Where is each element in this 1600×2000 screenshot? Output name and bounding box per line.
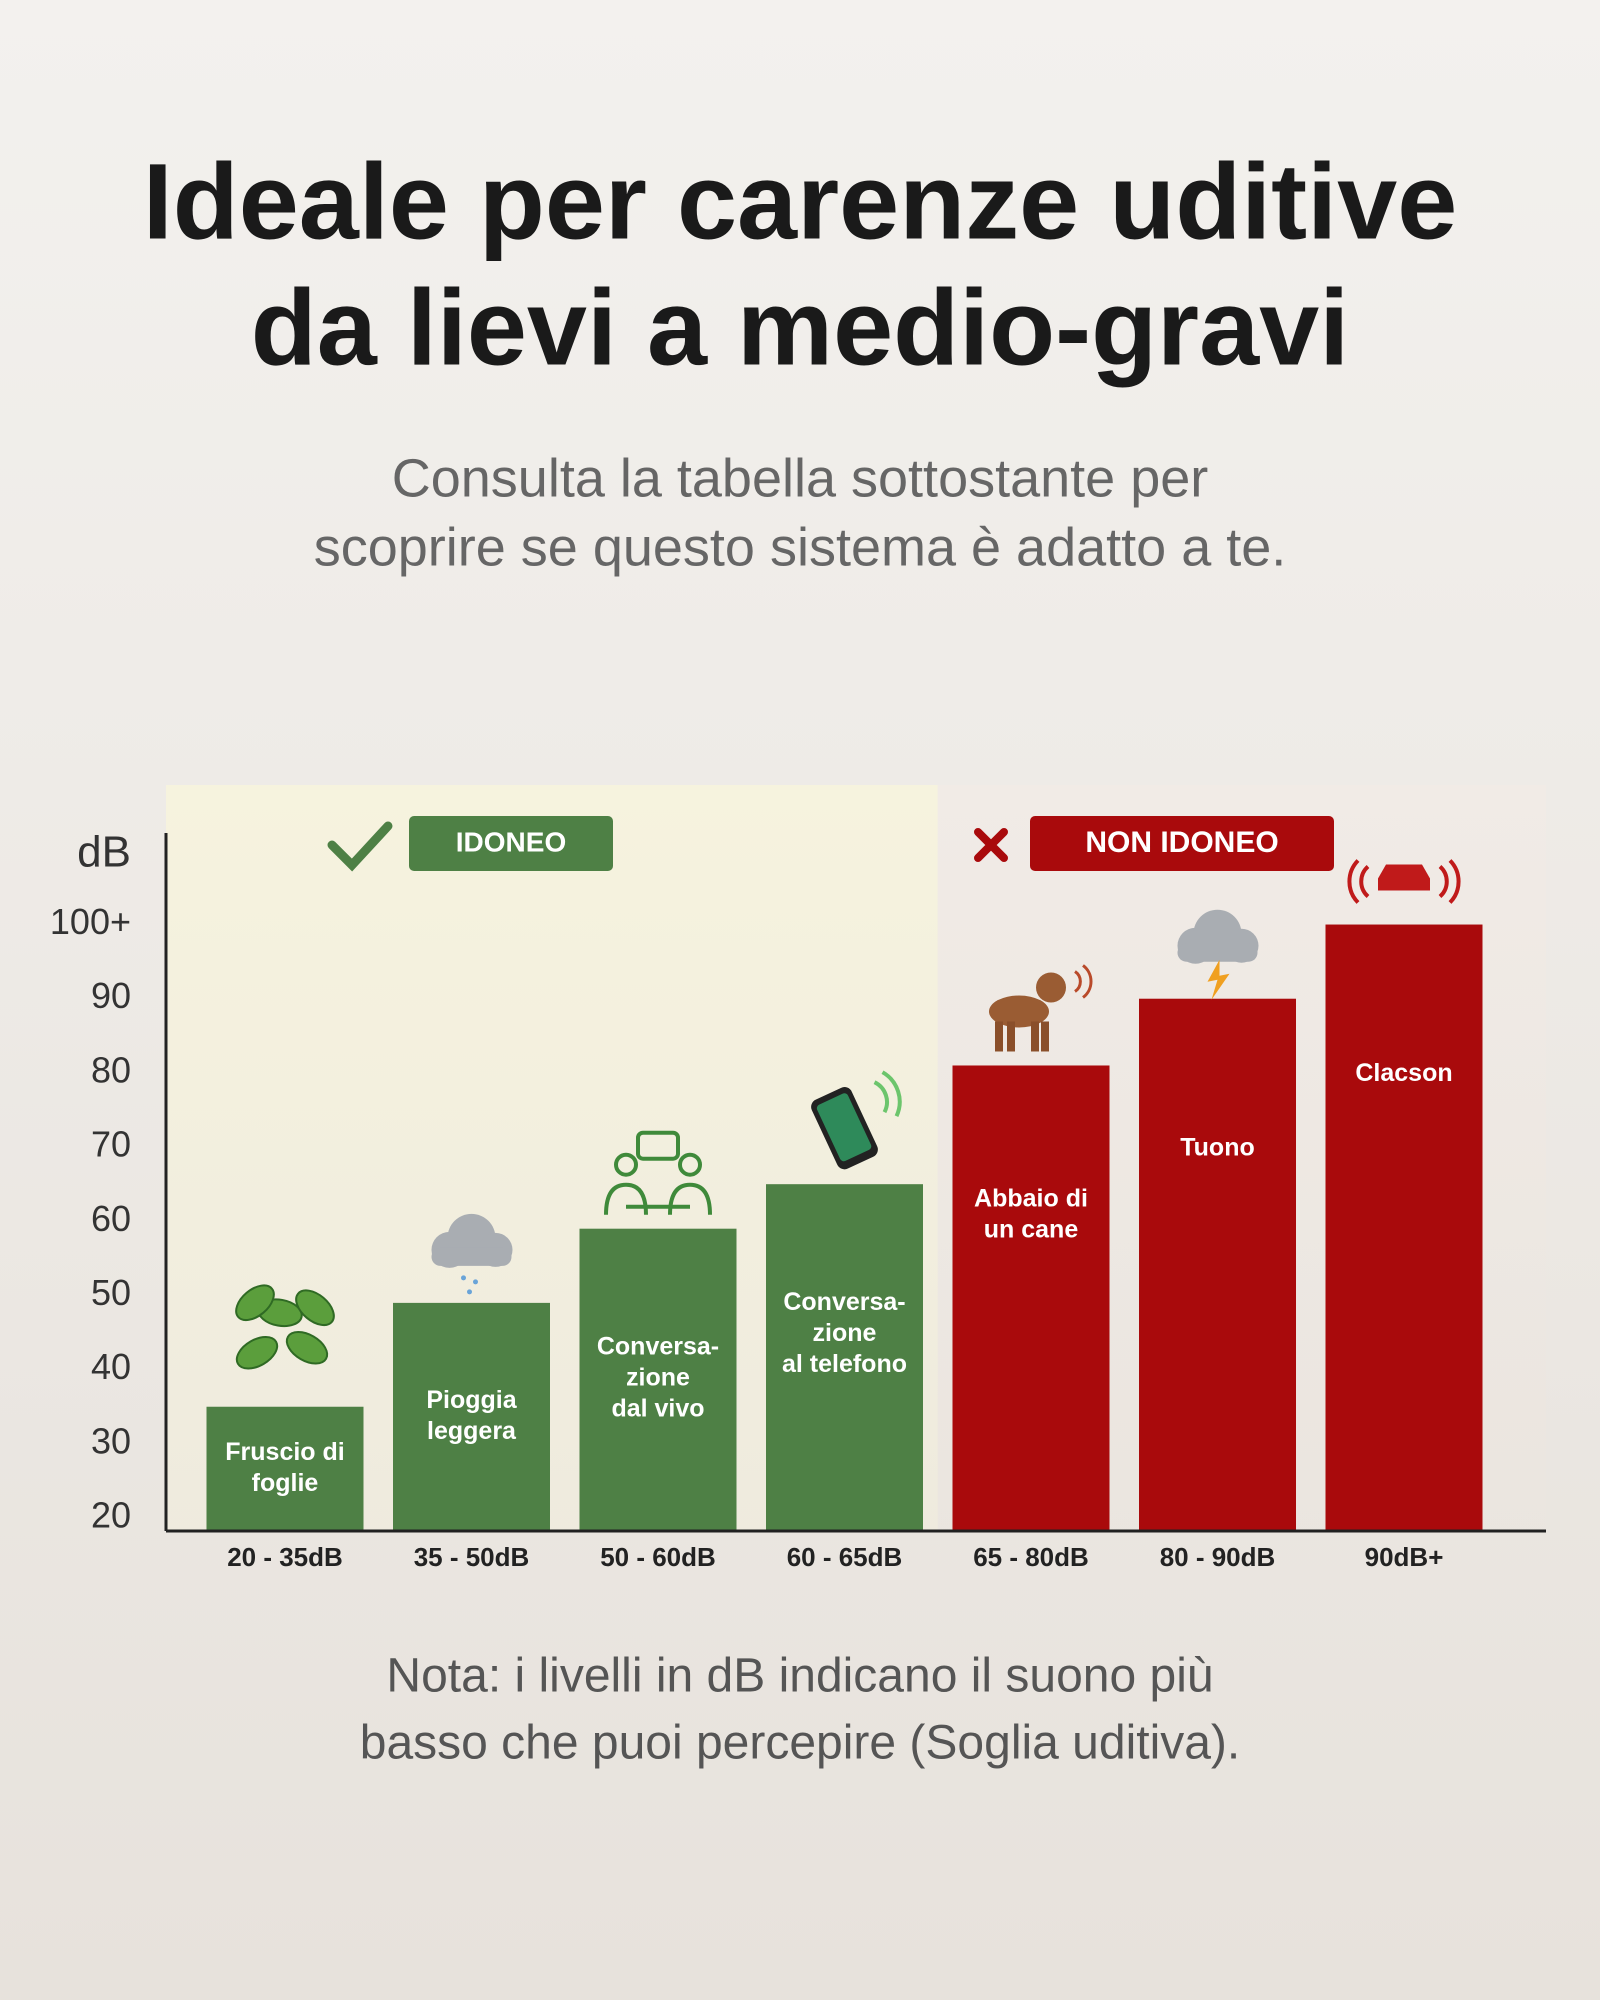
bar-label: Tuono bbox=[1180, 1133, 1255, 1161]
y-tick-label: 80 bbox=[91, 1049, 131, 1090]
note-line: Nota: i livelli in dB indicano il suono … bbox=[386, 1650, 1213, 1703]
bar-icon bbox=[1177, 909, 1259, 1000]
cloud bbox=[431, 1247, 512, 1266]
bar-icon bbox=[235, 1284, 335, 1370]
bar bbox=[1139, 998, 1296, 1531]
person bbox=[604, 1182, 712, 1215]
dog bbox=[1041, 1021, 1049, 1052]
cross-icon bbox=[974, 828, 1008, 862]
bar-label: zione bbox=[813, 1319, 877, 1347]
y-tick-label: 90 bbox=[91, 975, 131, 1016]
x-tick-label: 65 - 80dB bbox=[973, 1542, 1089, 1572]
bar-label: Fruscio di bbox=[225, 1438, 344, 1466]
bar-label: Conversa- bbox=[783, 1288, 905, 1316]
x-tick-label: 35 - 50dB bbox=[414, 1542, 530, 1572]
leaf bbox=[285, 1330, 329, 1365]
zone-label: IDONEO bbox=[456, 826, 566, 857]
person bbox=[678, 1152, 702, 1177]
dog bbox=[995, 1021, 1003, 1052]
subtitle-line: Consulta la tabella sottostante per bbox=[392, 448, 1209, 508]
y-tick-label: 100+ bbox=[50, 901, 131, 942]
signal bbox=[873, 1070, 902, 1118]
raindrop bbox=[473, 1279, 478, 1285]
lightning bbox=[1207, 959, 1230, 1000]
y-tick-label: 40 bbox=[91, 1346, 131, 1387]
y-tick-label: 50 bbox=[91, 1272, 131, 1313]
bar bbox=[1325, 924, 1483, 1531]
bar-icon bbox=[431, 1213, 513, 1295]
dog bbox=[989, 995, 1049, 1028]
y-tick-label: 20 bbox=[91, 1495, 131, 1536]
x-tick-label: 80 - 90dB bbox=[1160, 1542, 1276, 1572]
zone-label: NON IDONEO bbox=[1085, 826, 1278, 859]
bar-icon bbox=[811, 1070, 902, 1170]
y-tick-label: 60 bbox=[91, 1198, 131, 1239]
zone-badge bbox=[409, 816, 613, 871]
bar-label: leggera bbox=[427, 1417, 517, 1445]
x-tick-label: 90dB+ bbox=[1365, 1542, 1444, 1572]
person bbox=[614, 1152, 638, 1177]
car bbox=[1378, 864, 1430, 891]
bar-label: foglie bbox=[252, 1469, 319, 1497]
bar bbox=[952, 1065, 1110, 1531]
bar bbox=[206, 1406, 364, 1531]
x-tick-label: 60 - 65dB bbox=[787, 1542, 903, 1572]
raindrop bbox=[461, 1275, 466, 1281]
bar-label: Abbaio di bbox=[974, 1185, 1088, 1213]
y-tick-label: 70 bbox=[91, 1124, 131, 1165]
raindrop bbox=[467, 1289, 472, 1295]
x-tick-label: 50 - 60dB bbox=[600, 1542, 716, 1572]
bar bbox=[766, 1184, 923, 1531]
bar-label: Clacson bbox=[1355, 1059, 1452, 1087]
bar-label: Conversa- bbox=[597, 1332, 719, 1360]
note-line: basso che puoi percepire (Soglia uditiva… bbox=[360, 1717, 1241, 1770]
bar-icon bbox=[1347, 859, 1461, 904]
subtitle-line: scoprire se questo sistema è adatto a te… bbox=[314, 517, 1287, 577]
bar-label: al telefono bbox=[782, 1350, 907, 1378]
dog bbox=[1036, 972, 1066, 1003]
y-tick-label: 30 bbox=[91, 1420, 131, 1461]
leaf bbox=[235, 1335, 279, 1370]
bar-label: un cane bbox=[984, 1216, 1079, 1244]
leaf bbox=[295, 1289, 335, 1327]
zone-badge bbox=[1030, 816, 1334, 871]
x-tick-label: 20 - 35dB bbox=[227, 1542, 343, 1572]
bar-label: Pioggia bbox=[426, 1386, 517, 1414]
bar-label: zione bbox=[626, 1363, 690, 1391]
bar-icon bbox=[604, 1130, 712, 1215]
check-icon bbox=[327, 821, 393, 872]
bar bbox=[393, 1302, 550, 1531]
y-axis-label: dB bbox=[77, 828, 131, 877]
sound bbox=[1347, 859, 1461, 904]
bar-label: dal vivo bbox=[611, 1394, 704, 1422]
dog bbox=[1031, 1021, 1039, 1052]
phone-screen bbox=[816, 1093, 872, 1162]
title-line: Ideale per carenze uditive bbox=[143, 141, 1458, 262]
title-line: da lievi a medio-gravi bbox=[251, 267, 1349, 388]
sound bbox=[1074, 964, 1093, 999]
dog bbox=[1007, 1021, 1015, 1052]
leaf bbox=[235, 1284, 275, 1322]
bar bbox=[579, 1228, 737, 1531]
chat bbox=[636, 1130, 680, 1161]
bar-icon bbox=[989, 964, 1093, 1052]
cloud bbox=[1177, 943, 1258, 962]
